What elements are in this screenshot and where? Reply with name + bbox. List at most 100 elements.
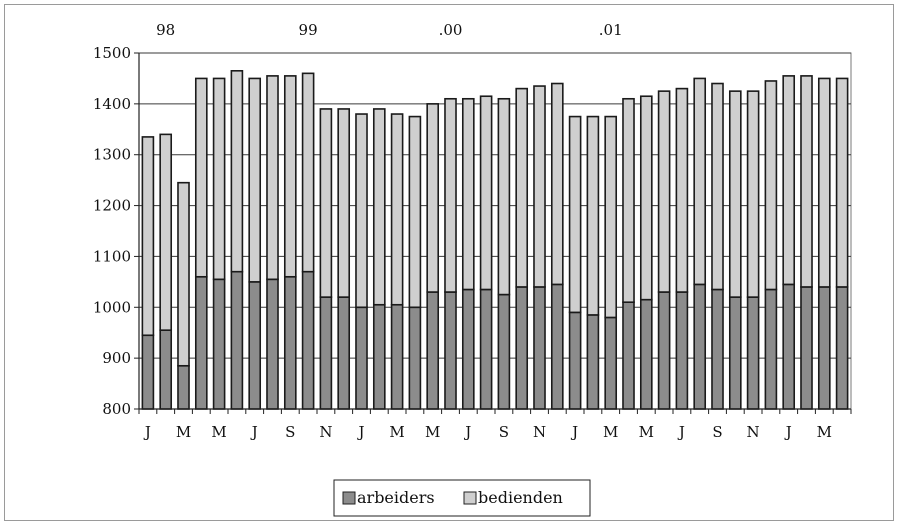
- bar-arbeiders-14: [390, 303, 404, 410]
- bar-arbeiders-22: [533, 286, 546, 410]
- bar-arbeiders-1: [159, 329, 173, 410]
- bar-bedienden-21: [515, 87, 529, 288]
- bar-bedienden-24: [568, 115, 582, 314]
- bar-bedienden-18: [461, 97, 475, 291]
- bar-arbeiders-36: [782, 283, 796, 410]
- bar-bedienden-9: [301, 72, 315, 273]
- bar-bedienden-26: [604, 115, 618, 319]
- bar-bedienden-7: [266, 75, 279, 281]
- bar-arbeiders-15: [408, 306, 422, 410]
- y-tick-label-1500: 1500: [93, 44, 131, 62]
- bar-arbeiders-7: [266, 278, 279, 410]
- bar-bedienden-39: [835, 77, 849, 288]
- bar-bedienden-23: [550, 82, 564, 286]
- bar-bedienden-30: [675, 87, 689, 293]
- x-tick-label-16: S: [712, 423, 722, 441]
- bar-bedienden-16: [426, 103, 440, 293]
- bar-bedienden-22: [533, 85, 546, 288]
- y-tick-labels: 800 900 1000 1100 1200 1300 1400 1500: [93, 44, 131, 418]
- bar-bedienden-3: [194, 77, 208, 278]
- bar-arbeiders-24: [568, 311, 582, 410]
- bar-arbeiders-6: [248, 281, 262, 410]
- bar-arbeiders-10: [319, 296, 333, 410]
- bar-bedienden-12: [355, 113, 368, 309]
- bar-bedienden-15: [408, 115, 422, 309]
- bar-arbeiders-11: [337, 296, 351, 410]
- legend-label-bedienden: bedienden: [478, 488, 563, 507]
- bar-arbeiders-31: [693, 283, 707, 410]
- bar-bedienden-35: [764, 80, 778, 291]
- bar-bedienden-19: [479, 95, 493, 291]
- x-tick-label-17: N: [747, 423, 760, 441]
- bar-bedienden-13: [372, 108, 386, 306]
- stacked-bar-chart: 800 900 1000 1100 1200 1300 1400 1500 J M M J S N J M M…: [93, 21, 852, 517]
- bar-arbeiders-3: [194, 275, 208, 410]
- bar-bedienden-33: [728, 90, 742, 298]
- bar-arbeiders-20: [497, 293, 511, 410]
- bar-arbeiders-5: [230, 270, 244, 410]
- y-tick-label-1100: 1100: [93, 247, 131, 265]
- bar-bedienden-5: [230, 70, 244, 273]
- bar-bedienden-10: [319, 108, 333, 298]
- bar-bedienden-36: [782, 75, 796, 286]
- bar-arbeiders-34: [746, 296, 760, 410]
- year-label-1: 99: [299, 21, 318, 39]
- bar-arbeiders-17: [444, 291, 457, 410]
- bar-arbeiders-21: [515, 286, 529, 410]
- x-tick-label-10: S: [499, 423, 509, 441]
- x-tick-label-8: M: [425, 423, 440, 441]
- bar-bedienden-20: [497, 97, 511, 296]
- bar-bedienden-31: [693, 77, 707, 286]
- y-tick-label-900: 900: [102, 349, 131, 367]
- y-tick-label-1200: 1200: [93, 197, 131, 215]
- bar-arbeiders-33: [728, 296, 742, 410]
- bar-bedienden-32: [711, 82, 724, 291]
- bar-bedienden-0: [141, 136, 155, 337]
- x-tick-label-19: M: [817, 423, 832, 441]
- y-tick-label-1000: 1000: [93, 298, 131, 316]
- x-tick-label-14: M: [639, 423, 654, 441]
- bar-arbeiders-8: [283, 275, 297, 410]
- bar-bedienden-38: [817, 77, 831, 288]
- bar-arbeiders-12: [355, 306, 368, 410]
- legend: arbeiders bedienden: [333, 479, 591, 517]
- x-tick-label-7: M: [389, 423, 404, 441]
- legend-box: [333, 479, 591, 517]
- y-tick-label-800: 800: [102, 400, 131, 418]
- bar-bedienden-29: [657, 90, 671, 293]
- bar-arbeiders-19: [479, 288, 493, 410]
- bar-bedienden-34: [746, 90, 760, 298]
- bar-arbeiders-23: [550, 283, 564, 410]
- bar-arbeiders-35: [764, 288, 778, 410]
- bar-arbeiders-39: [835, 286, 849, 410]
- bar-bedienden-25: [586, 115, 600, 316]
- bar-arbeiders-16: [426, 291, 440, 410]
- year-label-0: 98: [156, 21, 175, 39]
- legend-swatch-arbeiders: [342, 491, 356, 505]
- x-tick-label-11: N: [533, 423, 546, 441]
- bar-arbeiders-4: [212, 278, 226, 410]
- x-tick-label-13: M: [603, 423, 618, 441]
- x-tick-label-2: M: [211, 423, 226, 441]
- x-tick-label-0: J: [143, 423, 151, 441]
- legend-swatch-bedienden: [463, 491, 477, 505]
- bar-arbeiders-13: [372, 303, 386, 410]
- x-tick-label-3: J: [250, 423, 258, 441]
- bar-arbeiders-9: [301, 270, 315, 410]
- x-tick-label-9: J: [463, 423, 471, 441]
- bar-arbeiders-26: [604, 316, 618, 410]
- bar-arbeiders-38: [817, 286, 831, 410]
- x-tick-label-18: J: [784, 423, 792, 441]
- bar-bedienden-4: [212, 77, 226, 281]
- bar-bedienden-37: [800, 75, 813, 288]
- grid-lines: [138, 52, 852, 410]
- bar-arbeiders-28: [639, 298, 653, 410]
- bar-arbeiders-37: [800, 286, 813, 410]
- x-tick-label-5: N: [319, 423, 332, 441]
- x-tick-label-12: J: [570, 423, 578, 441]
- bar-arbeiders-2: [177, 364, 190, 410]
- bar-arbeiders-32: [711, 288, 724, 410]
- bar-arbeiders-0: [141, 334, 155, 410]
- year-label-3: .01: [599, 21, 623, 39]
